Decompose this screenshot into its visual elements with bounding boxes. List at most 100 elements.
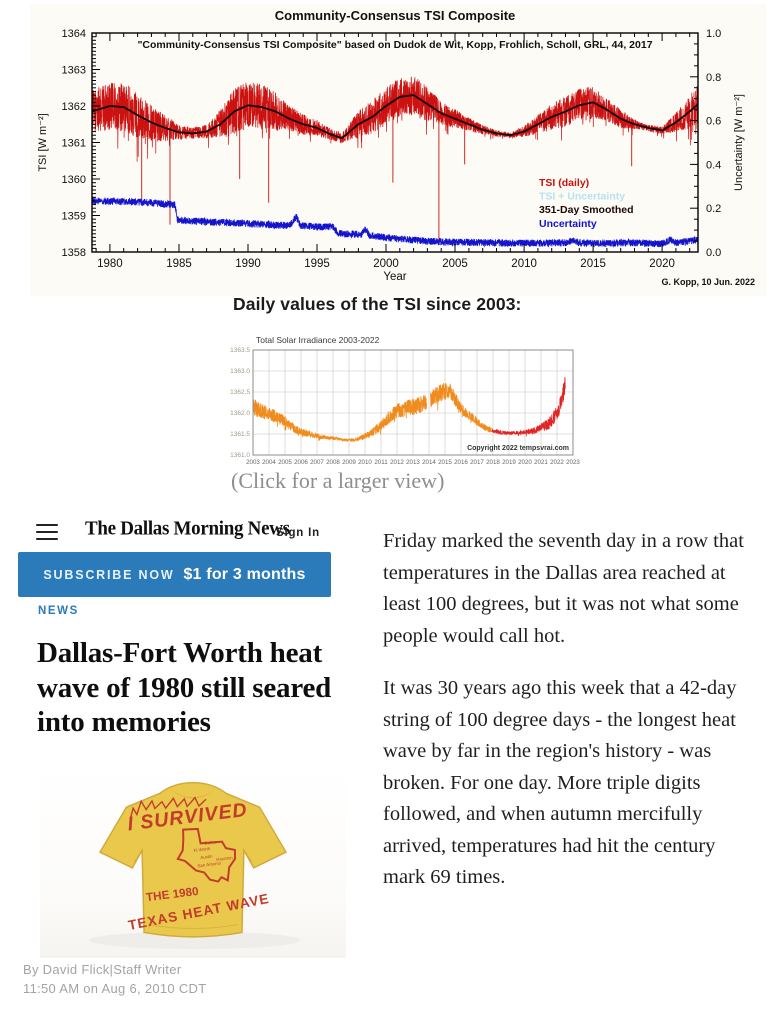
tshirt-graphic: I SURVIVED Dallas Ft Worth Austin Housto… — [89, 781, 301, 950]
shirt-shadow — [89, 931, 301, 950]
sign-in-button[interactable]: Sign In — [276, 527, 320, 539]
texas-city-label: San Antonio — [197, 860, 222, 868]
x-tick-label: 2006 — [294, 459, 308, 466]
y-tick-label-right: 0.0 — [706, 247, 721, 259]
article-byline: By David Flick|Staff Writer — [23, 962, 182, 977]
x-tick-label: 2010 — [358, 459, 372, 466]
y-tick-label: 1363.0 — [230, 368, 250, 375]
hamburger-bar — [36, 530, 58, 534]
article-photo-tshirt: I SURVIVED Dallas Ft Worth Austin Housto… — [40, 764, 346, 958]
x-tick-label: 2016 — [454, 459, 468, 466]
click-larger-view-link[interactable]: (Click for a larger view) — [231, 468, 445, 493]
x-tick-label: 2023 — [566, 459, 580, 466]
texas-city-label: Dallas — [204, 839, 218, 846]
x-tick-label: 1980 — [97, 258, 123, 270]
subscribe-banner[interactable]: SUBSCRIBE NOW $1 for 3 months — [18, 552, 331, 597]
section-label-news[interactable]: NEWS — [38, 605, 79, 617]
y-tick-label: 1361.5 — [230, 431, 250, 438]
legend-entry: TSI + Uncertainty — [539, 191, 625, 203]
x-tick-label: 2007 — [310, 459, 324, 466]
chart-title: Total Solar Irradiance 2003-2022 — [256, 335, 380, 345]
tsi-smoothed-series — [91, 94, 699, 140]
x-tick-label: 2005 — [442, 258, 468, 270]
x-tick-label: 1985 — [166, 258, 192, 270]
article-paragraph: Friday marked the seventh day in a row t… — [383, 530, 744, 647]
legend-entry: TSI (daily) — [539, 177, 589, 189]
x-tick-label: 2015 — [580, 258, 606, 270]
y-tick-label-right: 0.6 — [706, 116, 721, 128]
chart-background — [230, 330, 580, 472]
shirt-creases — [133, 851, 253, 930]
y-tick-label-right: 0.2 — [706, 203, 721, 215]
x-tick-label: 2000 — [373, 258, 399, 270]
tsi-heading: Daily values of the TSI since 2003: — [233, 294, 522, 314]
hamburger-menu-icon[interactable] — [36, 524, 58, 540]
article-headline: Dallas-Fort Worth heat wave of 1980 stil… — [37, 637, 332, 739]
flames-graphic — [129, 796, 207, 819]
subscribe-cta-label: SUBSCRIBE NOW — [43, 567, 175, 582]
chart-subtitle: "Community-Consensus TSI Composite" base… — [137, 39, 652, 51]
y-tick-label-right: 0.4 — [706, 159, 721, 171]
article-paragraph: It was 30 years ago this week that a 42-… — [383, 677, 737, 888]
x-tick-label: 2012 — [390, 459, 404, 466]
x-tick-label: 2009 — [342, 459, 356, 466]
y-tick-label-right: 0.8 — [706, 72, 721, 84]
x-tick-label: 2013 — [406, 459, 420, 466]
y-tick-label-left: 1359 — [62, 211, 86, 223]
x-tick-label: 2008 — [326, 459, 340, 466]
chart-credit: G. Kopp, 10 Jun. 2022 — [661, 277, 755, 287]
y-tick-label-left: 1362 — [62, 101, 86, 113]
x-tick-label: 2020 — [518, 459, 532, 466]
y-axis-ticks — [92, 32, 698, 253]
hamburger-bar — [36, 524, 58, 527]
x-tick-label: 2015 — [438, 459, 452, 466]
texas-city-label: Austin — [200, 854, 213, 861]
x-tick-label: 1995 — [304, 258, 330, 270]
article-dateline: 11:50 AM on Aug 6, 2010 CDT — [23, 981, 207, 996]
y-tick-label-left: 1360 — [62, 174, 86, 186]
x-tick-label: 2010 — [511, 258, 537, 270]
y-tick-label-left: 1363 — [62, 65, 86, 77]
shirt-mid-text: THE 1980 — [145, 885, 199, 904]
y-tick-label-left: 1358 — [62, 247, 86, 259]
texas-city-label: Ft Worth — [193, 846, 211, 853]
y-axis-label-left: TSI [W m⁻²] — [37, 113, 49, 171]
x-axis-label: Year — [383, 271, 406, 283]
chart-credit: Copyright 2022 tempsvrai.com — [467, 445, 569, 452]
masthead-logo[interactable]: The Dallas Morning News — [85, 517, 290, 540]
x-tick-label: 2004 — [262, 459, 276, 466]
tsi-daily-series — [491, 376, 566, 437]
y-tick-label-right: 1.0 — [706, 28, 721, 40]
x-tick-label: 2017 — [470, 459, 484, 466]
y-axis-label-right: Uncertainty [W m⁻²] — [733, 94, 745, 191]
x-tick-label: 2019 — [502, 459, 516, 466]
x-tick-label: 2005 — [278, 459, 292, 466]
x-tick-label: 2011 — [374, 459, 388, 466]
uncertainty-series — [91, 196, 699, 248]
x-tick-label: 2014 — [422, 459, 436, 466]
x-tick-label: 2020 — [649, 258, 675, 270]
tsi-daily-series — [430, 382, 492, 433]
y-tick-label: 1363.5 — [230, 347, 250, 354]
tsi-2003-chart[interactable]: 1361.0 1361.5 1362.0 1362.5 1363.0 1363.5 2003… — [230, 330, 580, 472]
x-axis-ticks — [95, 33, 691, 252]
shirt-body — [98, 781, 288, 938]
y-tick-label: 1362.5 — [230, 389, 250, 396]
x-tick-label: 1990 — [235, 258, 261, 270]
texas-city-label: Houston — [216, 855, 233, 862]
chart-frame — [252, 349, 574, 456]
texas-outline: Dallas Ft Worth Austin Houston San Anton… — [176, 827, 237, 883]
hamburger-bar — [36, 537, 58, 540]
y-tick-label-left: 1364 — [62, 28, 86, 40]
y-tick-label: 1362.0 — [230, 410, 250, 417]
y-tick-label-left: 1361 — [62, 138, 86, 150]
x-tick-label: 2018 — [486, 459, 500, 466]
x-tick-label: 2022 — [550, 459, 564, 466]
y-tick-label: 1361.0 — [230, 452, 250, 459]
legend-entry: 351-Day Smoothed — [539, 204, 634, 216]
x-tick-label: 2021 — [534, 459, 548, 466]
tsi-composite-chart: 1980 1985 1990 1995 2000 2005 2010 2015 2020 1358… — [30, 4, 766, 296]
chart-title: Community-Consensus TSI Composite — [275, 8, 516, 23]
x-tick-label: 2003 — [246, 459, 260, 466]
